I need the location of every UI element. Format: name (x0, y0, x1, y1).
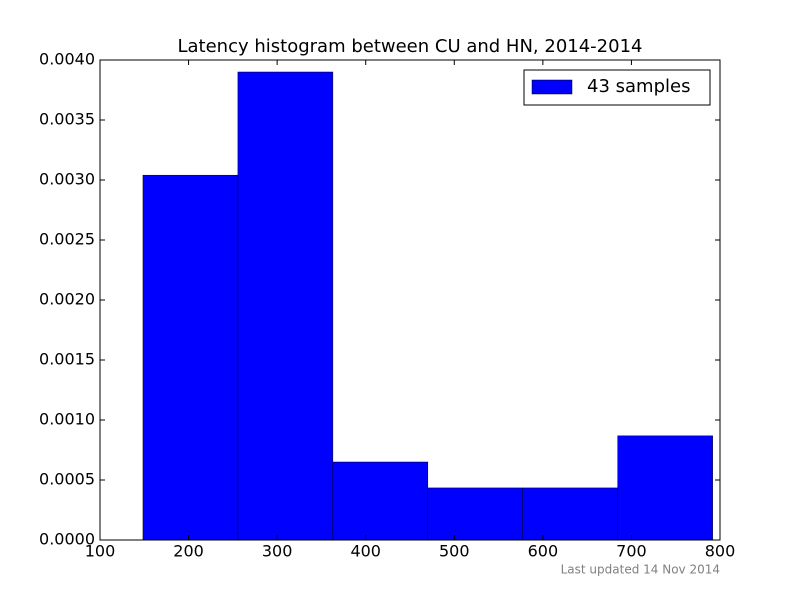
y-tick-label: 0.0035 (39, 110, 95, 129)
bar (427, 487, 524, 541)
chart-title: Latency histogram between CU and HN, 201… (177, 36, 642, 57)
y-tick-label: 0.0000 (39, 530, 95, 549)
x-tick-label: 400 (350, 542, 381, 561)
y-tick-label: 0.0005 (39, 470, 95, 489)
bar (142, 174, 239, 541)
x-tick-label: 500 (439, 542, 470, 561)
footer-note: Last updated 14 Nov 2014 (561, 563, 720, 577)
bar (522, 487, 618, 541)
bar (332, 461, 429, 541)
x-tick-label: 800 (705, 542, 736, 561)
y-tick-label: 0.0025 (39, 230, 95, 249)
y-tick-label: 0.0020 (39, 290, 95, 309)
legend-swatch (531, 79, 573, 95)
x-tick-label: 300 (262, 542, 293, 561)
y-tick-label: 0.0010 (39, 410, 95, 429)
y-tick-label: 0.0030 (39, 170, 95, 189)
x-tick-label: 600 (528, 542, 559, 561)
y-tick-label: 0.0040 (39, 50, 95, 69)
x-tick-label: 200 (173, 542, 204, 561)
x-tick-label: 100 (85, 542, 116, 561)
bar (237, 71, 334, 541)
y-tick-label: 0.0015 (39, 350, 95, 369)
bar (617, 435, 713, 541)
legend-label: 43 samples (587, 76, 690, 97)
x-tick-label: 700 (616, 542, 647, 561)
